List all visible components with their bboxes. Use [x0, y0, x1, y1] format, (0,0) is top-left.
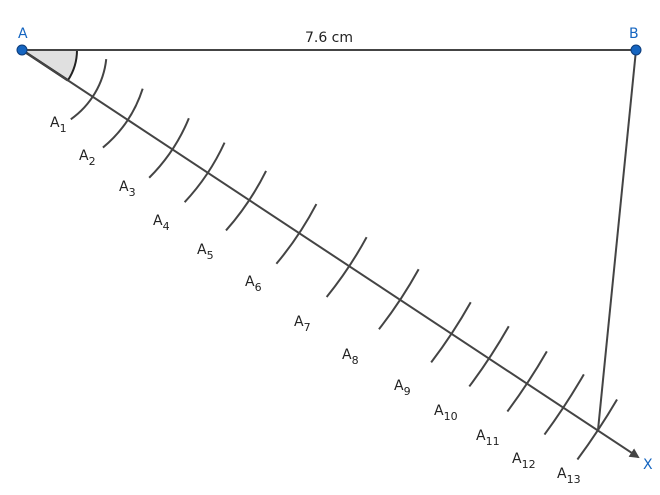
label-subscript: 4 — [163, 220, 170, 233]
compass-arc — [325, 236, 368, 298]
label-subscript: 3 — [129, 186, 136, 199]
division-label: A3 — [119, 179, 136, 199]
point-label: A — [18, 26, 28, 42]
point-b — [630, 44, 642, 56]
division-label: A7 — [294, 314, 311, 334]
compass-arc — [430, 301, 472, 363]
compass-arc — [543, 373, 585, 436]
compass-arc — [378, 268, 420, 330]
point-label: B — [629, 26, 639, 42]
label-subscript: 6 — [255, 281, 262, 294]
compass-arc — [148, 117, 190, 179]
label-base: A — [512, 451, 522, 467]
compass-arc — [275, 203, 318, 265]
label-base: A — [245, 274, 255, 290]
division-label: A13 — [557, 466, 581, 486]
division-label: A6 — [245, 274, 262, 294]
label-base: A — [434, 403, 444, 419]
point-a — [16, 44, 28, 56]
compass-arc — [225, 170, 267, 232]
division-label: A10 — [434, 403, 458, 423]
label-subscript: 9 — [404, 385, 411, 398]
length-label: 7.6 cm — [305, 30, 353, 46]
point-label: X — [643, 457, 653, 473]
label-subscript: 5 — [207, 249, 214, 262]
division-label: A1 — [50, 115, 67, 135]
division-label: A12 — [512, 451, 536, 471]
label-base: A — [342, 347, 352, 363]
label-subscript: 10 — [444, 410, 458, 423]
compass-arc — [506, 350, 548, 413]
label-subscript: 11 — [486, 435, 500, 448]
compass-arc — [102, 88, 144, 149]
label-subscript: 12 — [522, 458, 536, 471]
division-label: A9 — [394, 378, 411, 398]
label-subscript: 13 — [567, 473, 581, 486]
label-base: A — [197, 242, 207, 258]
label-base: A — [119, 179, 129, 195]
compass-arc — [468, 325, 510, 388]
label-base: A — [476, 428, 486, 444]
label-base: A — [557, 466, 567, 482]
compass-arc — [576, 398, 618, 461]
division-label: A4 — [153, 213, 170, 233]
label-base: A — [50, 115, 60, 131]
segment-b-a13 — [597, 49, 637, 431]
label-base: A — [79, 148, 89, 164]
division-label: A8 — [342, 347, 359, 367]
label-base: A — [294, 314, 304, 330]
compass-arc — [70, 58, 108, 121]
compass-arc — [183, 142, 226, 203]
label-base: A — [394, 378, 404, 394]
division-label: A5 — [197, 242, 214, 262]
angle-arc — [67, 49, 78, 81]
division-label: A2 — [79, 148, 96, 168]
label-subscript: 8 — [352, 354, 359, 367]
label-subscript: 7 — [304, 321, 311, 334]
label-subscript: 1 — [60, 122, 67, 135]
division-label: A11 — [476, 428, 500, 448]
label-subscript: 2 — [89, 155, 96, 168]
angle-sector — [22, 50, 77, 81]
arcs — [70, 58, 618, 461]
label-base: A — [153, 213, 163, 229]
ray-ax — [21, 49, 640, 459]
